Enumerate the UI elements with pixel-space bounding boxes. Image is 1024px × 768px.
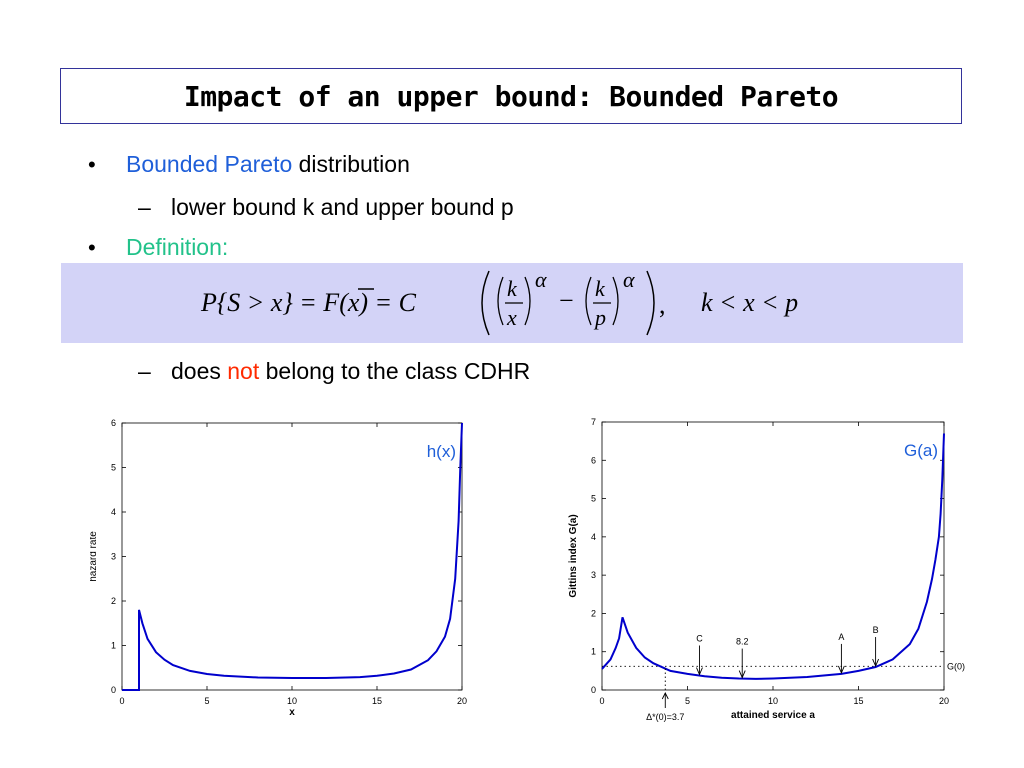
hazard-rate-chart: 0 5 10 15 20 0 1 2 3 4 5 6 h(x) x hazard rate	[88, 415, 480, 730]
slide-title: Impact of an upper bound: Bounded Pareto	[183, 79, 839, 113]
formula-k2: k	[595, 276, 606, 301]
y-tick-label: 1	[111, 641, 116, 651]
gittins-index-chart: 0 5 10 15 20 0 1 2 3 4 5 6 7 G(0) C 8.2 A B Δ*(0)=3.7 G(a) a…	[560, 410, 990, 735]
reference-line-label: G(0)	[947, 661, 965, 671]
hazard-rate-plot: 0 5 10 15 20 0 1 2 3 4 5 6 h(x) x hazard rate	[88, 418, 467, 718]
annotation-arrow: C	[696, 634, 703, 676]
y-tick-label: 3	[591, 570, 596, 580]
y-tick-label: 5	[111, 463, 116, 473]
sub-bullet-bounds: lower bound k and upper bound p	[171, 194, 514, 220]
chart-title: G(a)	[904, 441, 938, 460]
formula-range: k < x < p	[701, 288, 798, 317]
x-tick-label: 5	[685, 696, 690, 706]
distribution-label: distribution	[292, 151, 410, 177]
slide-title-box: Impact of an upper bound: Bounded Pareto	[60, 68, 962, 124]
y-tick-label: 6	[591, 455, 596, 465]
sub-bullet-cdhr: does not belong to the class CDHR	[171, 357, 530, 385]
plot-frame	[601, 421, 945, 691]
sub-bullet-dash: –	[138, 194, 151, 220]
bounded-pareto-formula: P{S > x} = F(x) = C k x α − k p α , k < …	[200, 267, 798, 336]
annotation-arrow: B	[872, 625, 880, 668]
y-axis-label: hazard rate	[90, 531, 99, 582]
formula-lhs: P{S > x} = F(x) = C	[200, 288, 417, 317]
annotation-label: C	[696, 634, 703, 644]
y-tick-label: 2	[591, 608, 596, 618]
y-tick-label: 3	[111, 552, 116, 562]
annotation-label: A	[838, 632, 844, 642]
formula-paren-right-inner	[524, 276, 531, 326]
formula-paren-left	[481, 270, 490, 336]
sub-bullet-dash: –	[138, 358, 151, 384]
bullet-definition: Definition:	[126, 234, 229, 260]
x-tick-label: 5	[204, 696, 209, 706]
x-tick-label: 0	[599, 696, 604, 706]
not-label: not	[227, 358, 260, 384]
x-tick-label: 20	[457, 696, 467, 706]
formula-comma: ,	[659, 290, 666, 319]
annotation-arrow: A	[837, 632, 845, 675]
gittins-index-plot: 0 5 10 15 20 0 1 2 3 4 5 6 7 G(0) C 8.2 A B Δ*(0)=3.7 G(a) a…	[568, 417, 965, 722]
formula-paren-left-inner-2	[585, 276, 592, 326]
formula-alpha2: α	[623, 267, 635, 292]
cdhr-label: belong to the class CDHR	[259, 358, 531, 384]
series-line-0	[601, 433, 945, 680]
bullet-bounded-pareto: Bounded Pareto distribution	[126, 150, 410, 178]
x-tick-label: 10	[287, 696, 297, 706]
x-tick-label: 10	[768, 696, 778, 706]
annotation-arrow: 8.2	[736, 637, 749, 679]
y-tick-label: 2	[111, 596, 116, 606]
x-tick-label: 15	[372, 696, 382, 706]
y-tick-label: 1	[591, 647, 596, 657]
formula-band: P{S > x} = F(x) = C k x α − k p α , k < …	[61, 263, 963, 343]
y-tick-label: 6	[111, 418, 116, 428]
does-label: does	[171, 358, 228, 384]
y-tick-label: 4	[591, 532, 596, 542]
formula-p: p	[593, 305, 606, 330]
annotation-label: 8.2	[736, 637, 749, 647]
plot-frame	[121, 422, 463, 691]
formula-alpha1: α	[535, 267, 547, 292]
x-axis-label: attained service a	[731, 710, 815, 721]
bullet-dot: •	[88, 235, 96, 260]
formula-paren-right	[646, 270, 655, 336]
y-tick-label: 0	[591, 685, 596, 695]
x-tick-label: 20	[939, 696, 949, 706]
chart-title: h(x)	[427, 442, 456, 461]
y-tick-label: 0	[111, 685, 116, 695]
y-tick-label: 7	[591, 417, 596, 427]
annotation-arrow: Δ*(0)=3.7	[646, 668, 684, 722]
y-axis-label: Gittins index G(a)	[568, 514, 579, 597]
annotation-label: B	[873, 625, 879, 635]
formula-paren-right-inner-2	[612, 276, 619, 326]
bounded-pareto-label: Bounded Pareto	[126, 151, 293, 177]
formula-paren-left-inner	[497, 276, 504, 326]
x-tick-label: 0	[119, 696, 124, 706]
formula-minus: −	[559, 286, 574, 315]
formula-x1: x	[506, 305, 517, 330]
y-tick-label: 5	[591, 494, 596, 504]
series-line-0	[122, 422, 463, 691]
x-tick-label: 15	[853, 696, 863, 706]
y-tick-label: 4	[111, 507, 116, 517]
x-axis-label: x	[289, 707, 295, 718]
formula-k1: k	[507, 276, 518, 301]
annotation-label: Δ*(0)=3.7	[646, 712, 684, 722]
bullet-dot: •	[88, 152, 96, 177]
